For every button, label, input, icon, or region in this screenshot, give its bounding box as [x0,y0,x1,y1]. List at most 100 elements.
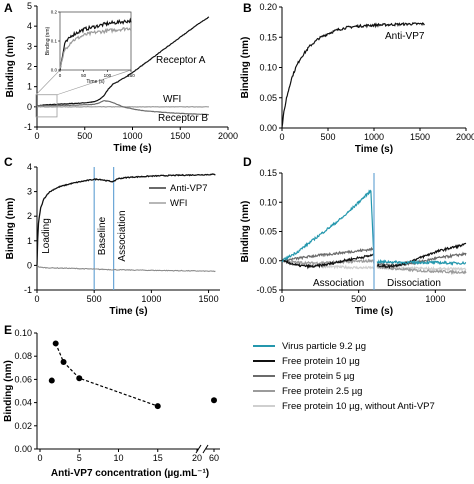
d-legend-label: Free protein 10 µg [282,356,360,367]
e-y-tick-label: 0.06 [14,374,32,384]
e-y-tick-label: 0.08 [14,351,32,361]
a-y-tick-label: 0 [27,102,32,112]
d-legend-label: Free protein 5 µg [282,371,355,382]
a-inset-series-line [59,17,132,71]
a-inset-y-tick-label: 0.0 [51,68,58,73]
d-y-tick-label: 0.00 [259,256,277,266]
b-y-tick-label: 0.00 [259,123,277,133]
a-x-axis-label: Time (s) [113,143,151,154]
c-y-tick-label: 0 [27,260,32,270]
a-y-tick-label: -1 [24,122,32,132]
a-inset-y-label: Binding (nm) [45,27,51,56]
e-data-point [48,377,55,384]
e-x-tick-label: 15 [153,453,163,463]
d-series-line [376,258,467,266]
b-x-tick-label: 500 [320,132,335,142]
b-x-tick-label: 0 [279,132,284,142]
d-legend-label: Free protein 10 µg, without Anti-VP7 [282,401,435,412]
b-x-tick-label: 1500 [410,132,430,142]
e-data-point [211,397,217,404]
a-inset-x-tick-label: 0 [59,73,62,78]
e-x-tick-label: 60 [209,453,219,463]
c-y-tick-label: 1 [27,236,32,246]
b-x-tick-label: 2000 [456,132,474,142]
c-phase-label: Loading [41,218,52,254]
a-inset-series-line [59,26,132,69]
d-series-line [281,252,375,270]
c-phase-label: Association [117,210,128,261]
a-y-tick-label: 4 [27,21,32,31]
b-y-tick-label: 0.20 [259,2,277,12]
c-x-tick-label: 500 [87,294,102,304]
a-inset-x-tick-label: 150 [127,73,135,78]
a-inset-x-tick-label: 50 [81,73,87,78]
c-x-axis-label: Time (s) [109,306,147,317]
d-legend: Virus particle 9.2 µg Free protein 10 µg F… [253,341,435,412]
a-x-tick-label: 2000 [218,131,238,141]
e-data-point [76,375,83,382]
a-inset-x-tick-label: 100 [104,73,112,78]
e-data-point [154,403,161,410]
e-trend-line [55,343,159,407]
d-x-tick-label: 1000 [425,294,445,304]
d-phase-label: Association [313,278,364,289]
e-y-tick-label: 0.00 [14,444,32,454]
a-inset-y-tick-label: 0.2 [51,10,58,15]
d-legend-label: Free protein 2.5 µg [282,386,362,397]
d-y-tick-label: -0.05 [256,285,277,295]
b-annotation: Anti-VP7 [385,31,425,42]
a-inset: 0 50 100 150 0.0 0.1 0.2 Time (s) Binding (nm) [45,10,135,86]
a-annotation: Receptor B [158,113,208,124]
d-y-tick-label: 0.15 [259,168,277,178]
a-annotation: Receptor A [156,55,206,66]
e-data-point [52,340,59,347]
d-x-axis-label: Time (s) [355,306,393,317]
c-x-tick-label: 1000 [141,294,161,304]
e-y-tick-label: 0.04 [14,398,32,408]
d-series-line [376,264,467,276]
a-x-tick-label: 0 [34,131,39,141]
a-x-tick-label: 1000 [122,131,142,141]
a-y-tick-label: 5 [27,1,32,11]
e-x-tick-label: 5 [77,453,82,463]
d-x-tick-label: 0 [279,294,284,304]
panel-b: 0 500 1000 1500 2000 0.00 0.05 0.10 0.15 0.20 Time… [240,2,474,155]
a-zoom-guide [35,69,61,95]
c-legend-label: WFI [170,198,187,209]
a-annotation: WFI [163,94,181,105]
a-series-line [36,16,210,107]
d-x-tick-label: 500 [351,294,366,304]
panel-e: 0 5 10 15 20 60 0.00 0.02 0.04 0.06 0.08 0.10 Anti-V… [3,328,220,479]
e-x-tick-label: 20 [192,453,202,463]
panel-letter-e: E [4,323,12,337]
c-legend-label: Anti-VP7 [170,183,208,194]
a-y-tick-label: 2 [27,62,32,72]
a-series-line [36,100,209,116]
a-inset-y-tick-label: 0.1 [51,39,58,44]
a-inset-frame [59,11,132,71]
panel-letter-a: A [4,1,13,15]
c-legend: Anti-VP7 WFI [149,183,208,209]
panel-letter-c: C [4,155,13,169]
d-series-line [376,242,467,269]
b-y-tick-label: 0.15 [259,32,277,42]
d-legend-label: Virus particle 9.2 µg [282,341,366,352]
c-y-tick-label: 4 [27,162,32,172]
c-x-tick-label: 0 [34,294,39,304]
d-y-tick-label: 0.10 [259,197,277,207]
d-series-line [281,246,375,263]
panel-d: 0 500 1000 -0.05 0.00 0.05 0.10 0.15 Time (s) Bin… [240,168,467,412]
c-series-line [36,173,216,266]
c-series-line [36,265,216,273]
b-y-tick-label: 0.05 [259,93,277,103]
a-x-tick-label: 500 [77,131,92,141]
c-y-tick-label: 2 [27,211,32,221]
a-zoom-box [35,94,58,118]
e-data-point [60,359,67,365]
b-x-tick-label: 1000 [364,132,384,142]
e-axis-break [202,444,209,454]
a-x-tick-label: 1500 [170,131,190,141]
